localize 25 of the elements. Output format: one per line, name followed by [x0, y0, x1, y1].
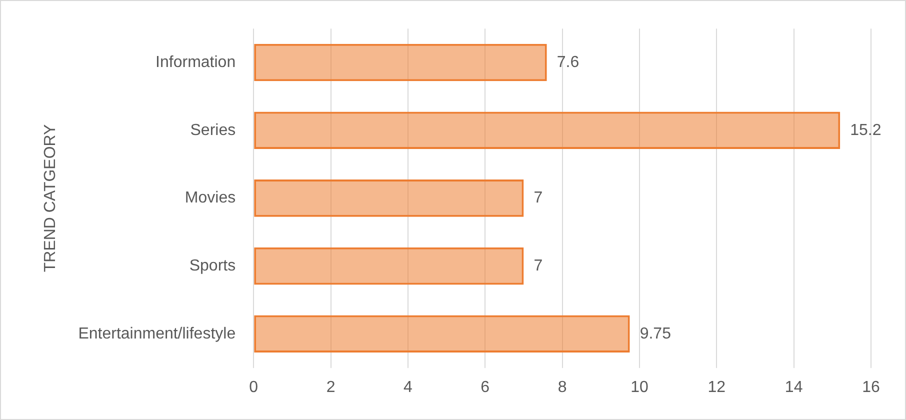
bar [254, 44, 547, 82]
x-tick-label: 8 [558, 378, 567, 396]
y-tick-label: Movies [184, 190, 236, 207]
x-tick-label: 4 [404, 378, 412, 396]
x-tick-label: 2 [326, 378, 336, 396]
x-tick-label: 12 [708, 378, 726, 396]
data-label: 9.75 [640, 325, 672, 342]
x-tick-label: 10 [630, 378, 648, 396]
bar [254, 315, 630, 353]
y-tick-label: Sports [189, 257, 236, 274]
bar [254, 112, 840, 150]
data-label: 7 [534, 257, 543, 274]
y-tick-label: Entertainment/lifestyle [78, 325, 236, 342]
bar [254, 247, 524, 285]
x-tick-label: 0 [249, 378, 258, 396]
x-tick-label: 14 [784, 378, 803, 396]
data-label: 7 [534, 190, 543, 207]
y-tick-label: Series [190, 122, 236, 139]
data-label: 7.6 [556, 54, 580, 71]
y-tick-label: Information [156, 54, 236, 71]
y-axis-title: TREND CATGEORY [42, 124, 60, 272]
x-tick-label: 6 [480, 378, 490, 396]
bar [254, 180, 524, 217]
x-tick-label: 16 [862, 378, 880, 396]
data-label: 15.2 [850, 122, 882, 139]
